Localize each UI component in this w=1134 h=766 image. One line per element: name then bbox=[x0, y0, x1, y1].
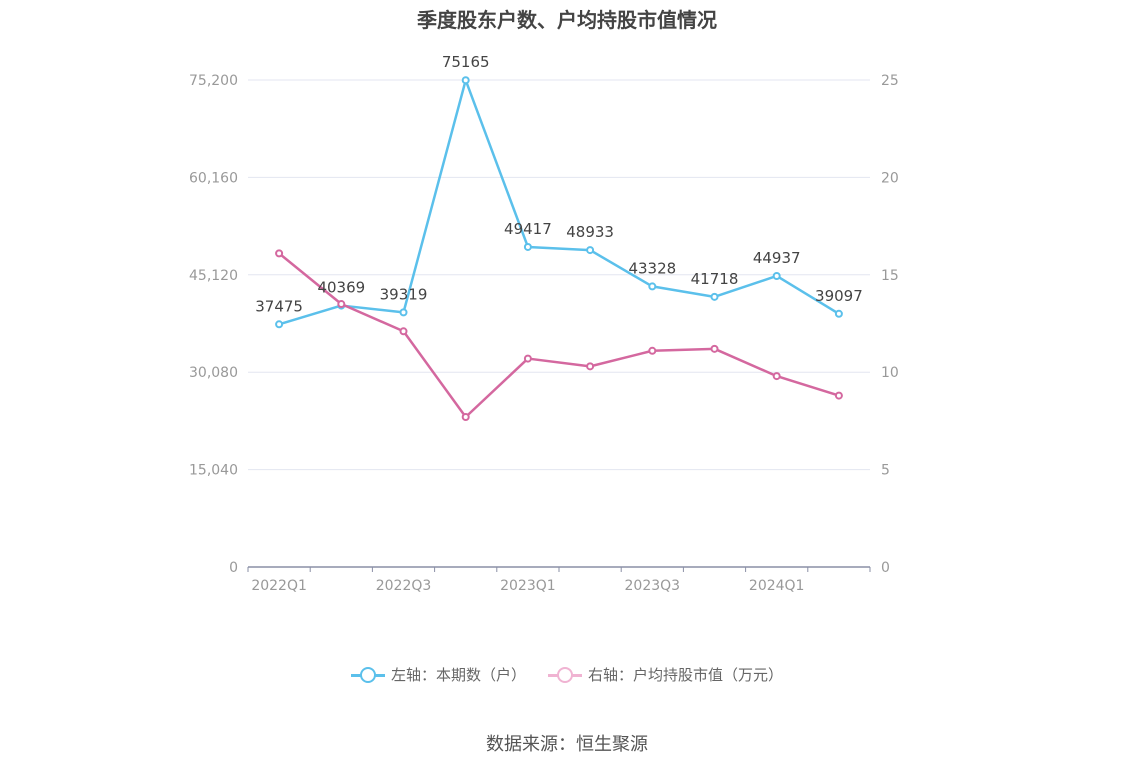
data-label: 37475 bbox=[255, 297, 303, 315]
data-point-right bbox=[461, 413, 470, 422]
x-tick-label: 2022Q3 bbox=[376, 578, 432, 594]
right-tick-label: 0 bbox=[881, 560, 890, 576]
data-label: 43328 bbox=[628, 259, 676, 277]
data-labels: 37475 40369 39319 75165 49417 48933 43328 41718… bbox=[255, 53, 863, 315]
axes: 015,04030,08045,12060,16075,200051015202… bbox=[189, 73, 899, 594]
left-tick-label: 15,040 bbox=[189, 463, 238, 479]
data-point-left bbox=[461, 76, 470, 85]
data-point-left bbox=[710, 292, 719, 301]
right-tick-label: 10 bbox=[881, 365, 899, 381]
data-point-left bbox=[399, 308, 408, 317]
legend-item-left[interactable]: 左轴：本期数（户） bbox=[350, 664, 526, 685]
legend-label-right: 右轴：户均持股市值（万元） bbox=[588, 666, 784, 684]
x-tick-label: 2022Q1 bbox=[251, 578, 307, 594]
data-point-right bbox=[275, 249, 284, 258]
source-note: 数据来源：恒生聚源 bbox=[486, 734, 648, 755]
legend-line-icon-left bbox=[350, 666, 385, 683]
data-label: 40369 bbox=[317, 279, 365, 297]
data-label: 48933 bbox=[566, 223, 614, 241]
data-label: 49417 bbox=[504, 220, 552, 238]
data-label: 39319 bbox=[380, 285, 428, 303]
grid-lines bbox=[248, 79, 870, 471]
legend-label-left: 左轴：本期数（户） bbox=[390, 666, 526, 684]
data-point-right bbox=[710, 344, 719, 353]
data-point-left bbox=[275, 320, 284, 329]
legend-item-right[interactable]: 右轴：户均持股市值（万元） bbox=[548, 664, 783, 685]
data-point-left bbox=[772, 271, 781, 280]
x-tick-label: 2023Q3 bbox=[625, 578, 681, 594]
right-tick-label: 15 bbox=[881, 268, 899, 284]
left-tick-label: 60,160 bbox=[189, 170, 238, 186]
data-point-left bbox=[523, 242, 532, 251]
data-label: 41718 bbox=[691, 270, 739, 288]
x-tick-label: 2023Q1 bbox=[500, 578, 556, 594]
right-tick-label: 5 bbox=[881, 463, 890, 479]
series bbox=[275, 76, 843, 422]
data-point-right bbox=[648, 346, 657, 355]
left-tick-label: 30,080 bbox=[189, 365, 238, 381]
right-tick-label: 20 bbox=[881, 170, 899, 186]
data-point-right bbox=[523, 354, 532, 363]
data-point-right bbox=[399, 327, 408, 336]
series-line-left bbox=[278, 78, 840, 326]
data-label: 44937 bbox=[753, 249, 801, 267]
data-point-right bbox=[337, 300, 346, 309]
data-point-left bbox=[648, 282, 657, 291]
right-tick-label: 25 bbox=[881, 73, 899, 89]
left-tick-label: 75,200 bbox=[189, 73, 238, 89]
x-tick-label: 2024Q1 bbox=[749, 578, 805, 594]
series-line-right bbox=[278, 252, 840, 419]
data-point-right bbox=[834, 391, 843, 400]
legend: 左轴：本期数（户） 右轴：户均持股市值（万元） bbox=[0, 664, 1134, 685]
data-label: 75165 bbox=[442, 53, 490, 71]
legend-line-icon-right bbox=[548, 666, 582, 683]
data-point-left bbox=[586, 246, 595, 255]
data-point-right bbox=[772, 372, 781, 381]
data-label: 39097 bbox=[815, 287, 863, 305]
left-tick-label: 45,120 bbox=[189, 268, 238, 284]
data-point-left bbox=[834, 309, 843, 318]
chart-title: 季度股东户数、户均持股市值情况 bbox=[417, 8, 717, 32]
data-point-right bbox=[586, 362, 595, 371]
left-tick-label: 0 bbox=[229, 560, 238, 576]
